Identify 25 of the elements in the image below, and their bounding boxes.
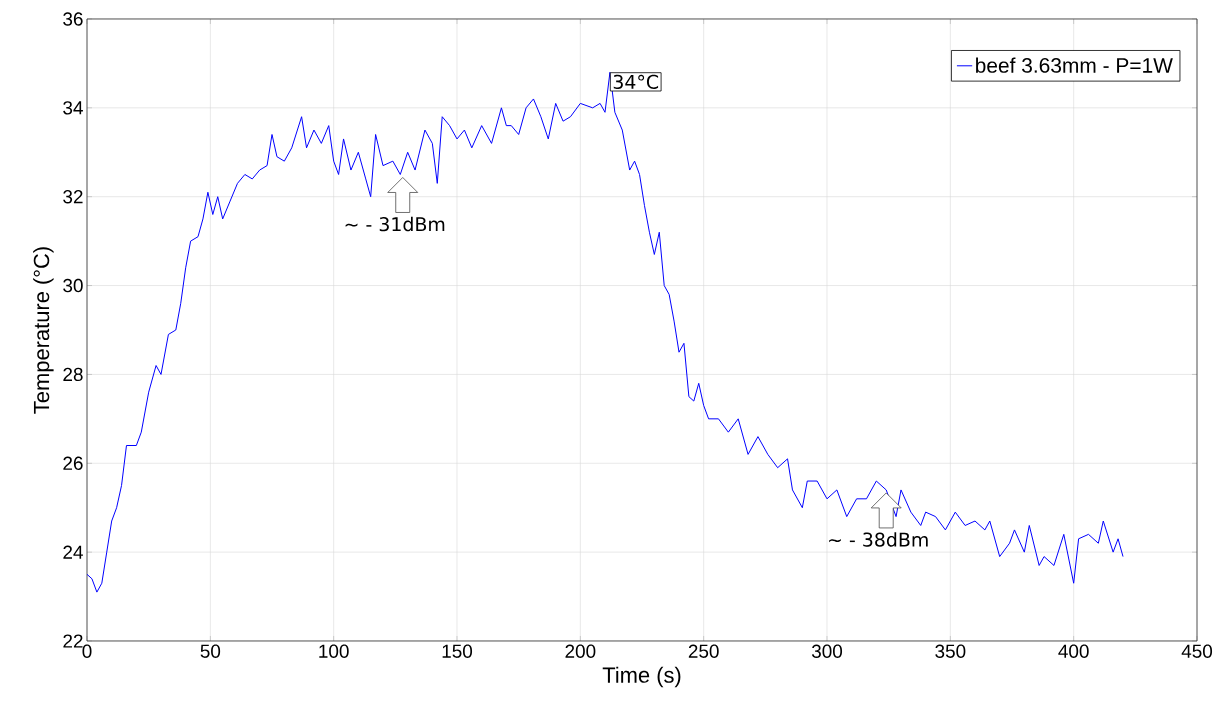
x-tick-label: 250	[688, 644, 719, 658]
annotation: 34°C	[613, 74, 659, 90]
y-tick-label: 26	[63, 456, 83, 470]
annotation: ~ - 38dBm	[829, 532, 928, 547]
y-tick-label: 22	[63, 634, 83, 648]
annotation: ~ - 31dBm	[345, 216, 445, 232]
x-tick-label: 450	[1181, 644, 1213, 658]
x-tick-label: 200	[565, 644, 596, 658]
x-tick-label: 350	[935, 644, 966, 658]
y-tick-label: 32	[63, 190, 83, 204]
y-tick-label: 24	[63, 545, 83, 559]
x-tick-label: 400	[1058, 644, 1089, 658]
y-tick-label: 28	[63, 367, 83, 382]
y-axis-title: Temperature (°C)	[33, 247, 54, 414]
y-tick-label: 36	[63, 12, 83, 26]
line-series	[87, 71, 1124, 593]
y-tick-label: 30	[63, 278, 83, 293]
x-tick-label: 100	[319, 644, 349, 658]
x-tick-label: 150	[442, 644, 473, 658]
legend-label: beef 3.63mm - P=1W	[976, 57, 1173, 73]
x-axis-title: Time (s)	[602, 666, 681, 688]
y-tick-label: 34	[63, 101, 83, 115]
x-tick-label: 0	[82, 644, 92, 658]
x-tick-label: 50	[200, 644, 221, 658]
x-tick-label: 300	[811, 644, 843, 658]
